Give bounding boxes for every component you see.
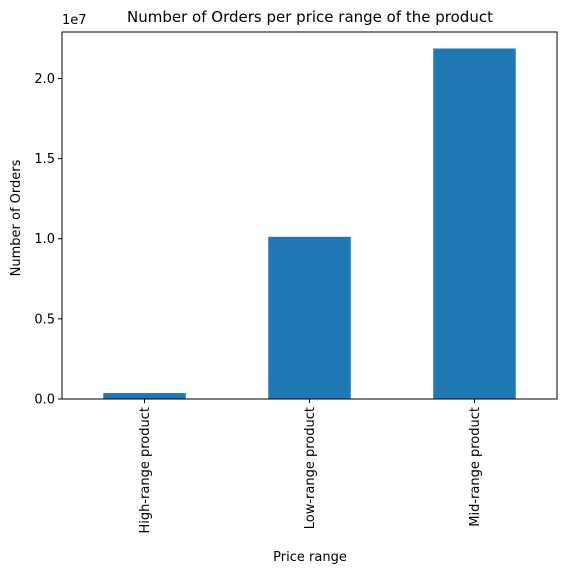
bar — [103, 393, 186, 399]
x-tick-label: Low-range product — [303, 407, 318, 529]
y-tick-label: 2.0 — [34, 72, 55, 87]
y-tick-label: 1.5 — [34, 152, 55, 167]
bar — [433, 48, 516, 399]
plot-area: 0.0 0.5 1.0 1.5 2.0 High-range product Low-ran… — [34, 31, 558, 534]
bar — [268, 236, 351, 399]
x-axis-label: Price range — [273, 550, 347, 565]
x-tick-label: High-range product — [138, 407, 153, 534]
y-tick-label: 0.5 — [34, 312, 55, 327]
y-tick-label: 0.0 — [34, 393, 55, 408]
y-axis-scale-label: 1e7 — [62, 13, 87, 28]
y-tick-label: 1.0 — [34, 232, 55, 247]
chart-title: Number of Orders per price range of the … — [127, 8, 493, 26]
y-axis-label: Number of Orders — [9, 159, 24, 276]
x-tick-label: Mid-range product — [468, 407, 483, 527]
